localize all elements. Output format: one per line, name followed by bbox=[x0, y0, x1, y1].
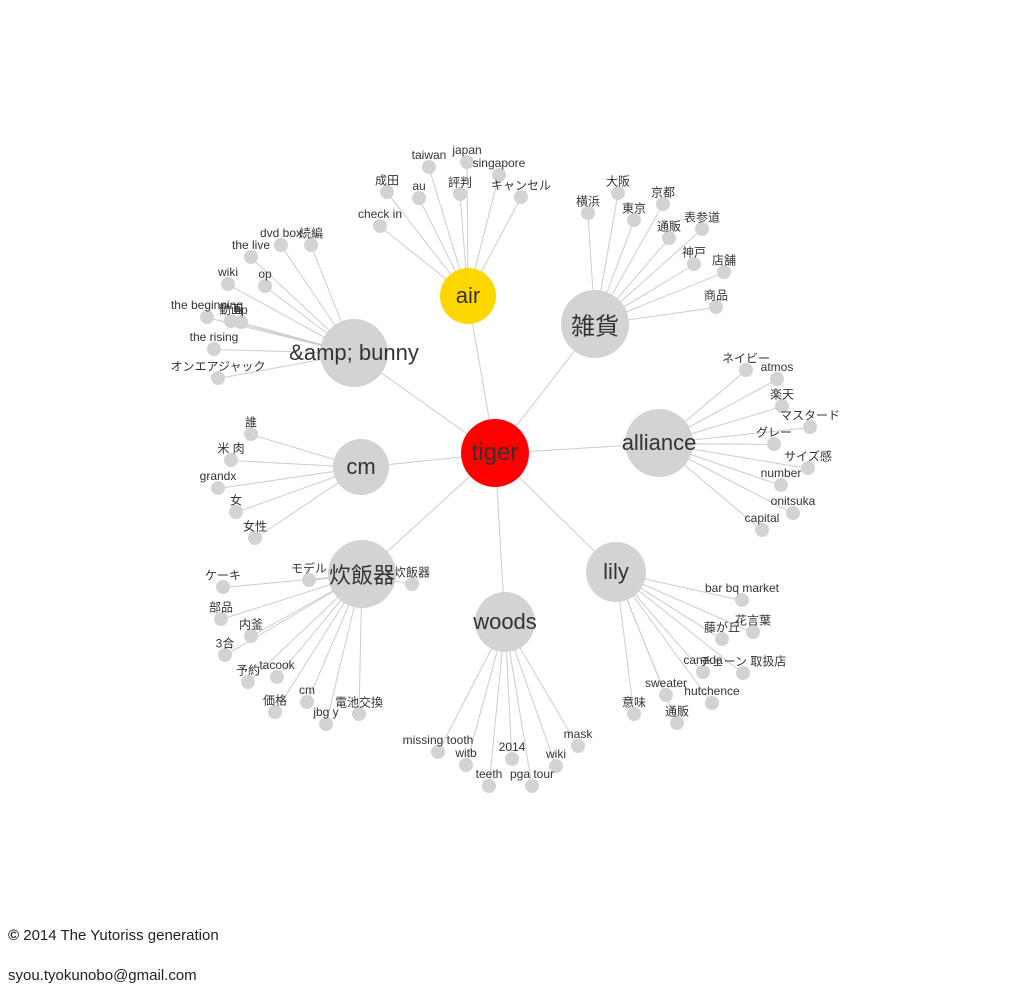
leaf-node[interactable] bbox=[460, 155, 474, 169]
leaf-node[interactable] bbox=[786, 506, 800, 520]
leaf-node[interactable] bbox=[767, 437, 781, 451]
leaf-node[interactable] bbox=[274, 238, 288, 252]
leaf-node[interactable] bbox=[709, 300, 723, 314]
leaf-node[interactable] bbox=[373, 219, 387, 233]
leaf-node[interactable] bbox=[380, 185, 394, 199]
leaf-node[interactable] bbox=[656, 197, 670, 211]
leaf-node[interactable] bbox=[505, 752, 519, 766]
leaf-node[interactable] bbox=[224, 453, 238, 467]
leaf-node[interactable] bbox=[270, 670, 284, 684]
leaf-node[interactable] bbox=[200, 310, 214, 324]
leaf-node[interactable] bbox=[302, 573, 316, 587]
leaf-node[interactable] bbox=[405, 577, 419, 591]
leaf-node[interactable] bbox=[211, 371, 225, 385]
network-graph: taiwanjapansingapore成田au評判キャンセルcheck ind… bbox=[0, 0, 1024, 900]
leaf-node[interactable] bbox=[736, 666, 750, 680]
leaf-node[interactable] bbox=[482, 779, 496, 793]
leaf-node[interactable] bbox=[659, 688, 673, 702]
hub-node-cm[interactable] bbox=[333, 439, 389, 495]
leaf-node[interactable] bbox=[492, 168, 506, 182]
leaf-node[interactable] bbox=[218, 648, 232, 662]
hub-node-zakka[interactable] bbox=[561, 290, 629, 358]
leaf-node[interactable] bbox=[319, 717, 333, 731]
leaf-node[interactable] bbox=[525, 779, 539, 793]
leaf-node[interactable] bbox=[549, 759, 563, 773]
leaf-node[interactable] bbox=[715, 632, 729, 646]
leaf-node[interactable] bbox=[207, 342, 221, 356]
leaf-node[interactable] bbox=[244, 427, 258, 441]
copyright-symbol: © bbox=[8, 927, 19, 944]
hub-node-alliance[interactable] bbox=[625, 409, 693, 477]
leaf-node[interactable] bbox=[746, 625, 760, 639]
leaf-node[interactable] bbox=[755, 523, 769, 537]
hub-node-air[interactable] bbox=[440, 268, 496, 324]
leaf-node[interactable] bbox=[735, 593, 749, 607]
leaf-node[interactable] bbox=[422, 160, 436, 174]
leaf-node[interactable] bbox=[717, 265, 731, 279]
leaf-node[interactable] bbox=[739, 363, 753, 377]
leaf-node[interactable] bbox=[304, 238, 318, 252]
hub-node-suihanki[interactable] bbox=[328, 540, 396, 608]
leaf-node[interactable] bbox=[412, 191, 426, 205]
leaf-node[interactable] bbox=[248, 531, 262, 545]
leaf-node[interactable] bbox=[775, 399, 789, 413]
leaf-node[interactable] bbox=[801, 461, 815, 475]
leaf-node[interactable] bbox=[774, 478, 788, 492]
leaf-node[interactable] bbox=[216, 580, 230, 594]
hub-node-bunny[interactable] bbox=[320, 319, 388, 387]
leaf-node[interactable] bbox=[300, 695, 314, 709]
leaf-node[interactable] bbox=[662, 231, 676, 245]
leaf-node[interactable] bbox=[211, 481, 225, 495]
leaf-node[interactable] bbox=[214, 612, 228, 626]
contact-email: syou.tyokunobo@gmail.com bbox=[8, 966, 219, 986]
leaf-node[interactable] bbox=[459, 758, 473, 772]
copyright-text: 2014 The Yutoriss generation bbox=[19, 927, 219, 944]
hub-node-lily[interactable] bbox=[586, 542, 646, 602]
leaf-node[interactable] bbox=[431, 745, 445, 759]
leaf-node[interactable] bbox=[244, 250, 258, 264]
leaf-node[interactable] bbox=[258, 279, 272, 293]
center-node[interactable] bbox=[461, 419, 529, 487]
leaf-node[interactable] bbox=[670, 716, 684, 730]
leaf-node[interactable] bbox=[514, 190, 528, 204]
leaf-node[interactable] bbox=[221, 277, 235, 291]
leaf-node[interactable] bbox=[224, 314, 238, 328]
leaf-node[interactable] bbox=[244, 629, 258, 643]
leaf-node[interactable] bbox=[229, 505, 243, 519]
leaf-node[interactable] bbox=[687, 257, 701, 271]
leaf-node[interactable] bbox=[705, 696, 719, 710]
leaf-node[interactable] bbox=[453, 187, 467, 201]
leaf-node[interactable] bbox=[696, 665, 710, 679]
leaf-node[interactable] bbox=[627, 213, 641, 227]
leaf-node[interactable] bbox=[770, 372, 784, 386]
leaf-node[interactable] bbox=[581, 206, 595, 220]
leaf-node[interactable] bbox=[611, 186, 625, 200]
leaf-node[interactable] bbox=[268, 705, 282, 719]
leaf-node[interactable] bbox=[695, 222, 709, 236]
leaf-node[interactable] bbox=[627, 707, 641, 721]
leaf-node[interactable] bbox=[241, 675, 255, 689]
footer: © 2014 The Yutoriss generation syou.tyok… bbox=[8, 926, 219, 985]
leaf-node[interactable] bbox=[352, 707, 366, 721]
copyright-line: © 2014 The Yutoriss generation bbox=[8, 926, 219, 946]
leaf-node[interactable] bbox=[803, 420, 817, 434]
hub-node-woods[interactable] bbox=[475, 592, 535, 652]
leaf-node[interactable] bbox=[571, 739, 585, 753]
